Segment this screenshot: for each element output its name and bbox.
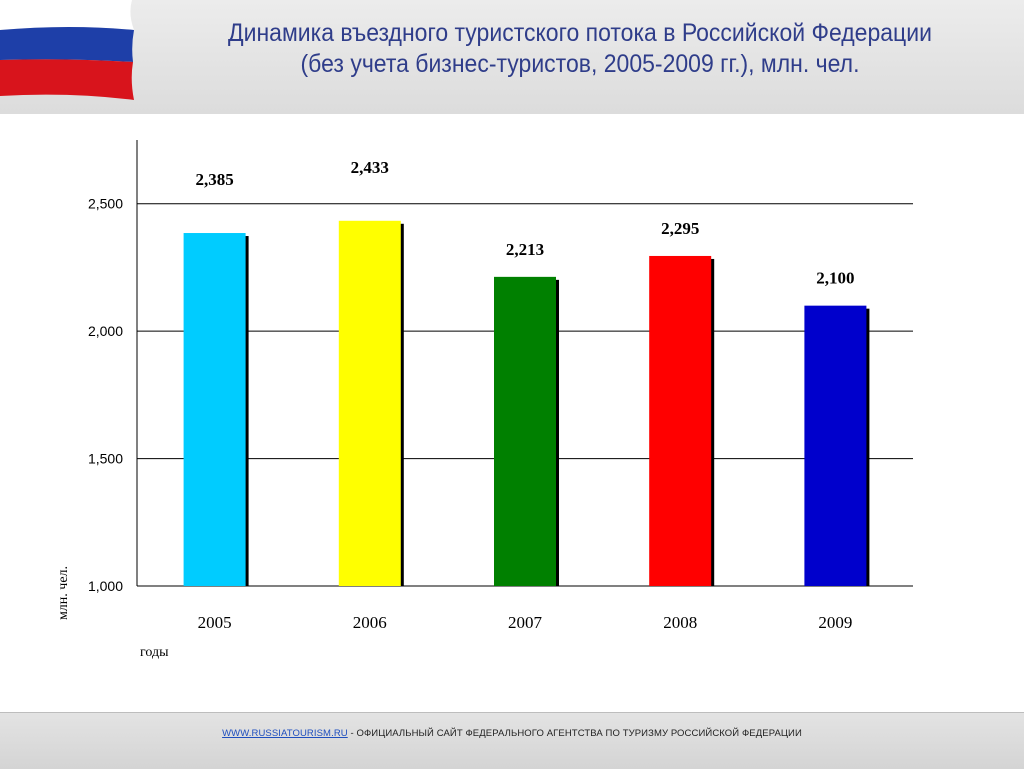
x-axis-title: годы [140, 645, 169, 660]
bar-chart: 1,000 1,500 2,000 2,500 2,385 2005 2,433 2006 2,… [56, 140, 913, 660]
bar [804, 305, 867, 586]
header-bar: Динамика въездного туристского потока в … [0, 0, 1024, 114]
bar [338, 220, 401, 586]
bar-value-label: 2,433 [351, 158, 389, 177]
title-line-1: Динамика въездного туристского потока в … [228, 19, 932, 47]
footer-text: WWW.RUSSIATOURISM.RU - ОФИЦИАЛЬНЫЙ САЙТ … [0, 728, 1024, 739]
footer-site-link[interactable]: WWW.RUSSIATOURISM.RU [222, 728, 348, 739]
x-tick-label: 2009 [818, 613, 852, 632]
y-axis-title: млн. чел. [56, 566, 71, 620]
y-tick-label: 2,500 [88, 196, 123, 212]
flag-white-stripe [0, 0, 134, 30]
y-tick-label: 1,000 [88, 578, 123, 594]
bar-value-label: 2,100 [816, 269, 854, 288]
bar-value-label: 2,295 [661, 219, 699, 238]
title-line-2: (без учета бизнес-туристов, 2005-2009 гг… [300, 50, 860, 78]
y-tick-label: 1,500 [88, 451, 123, 467]
x-tick-label: 2008 [663, 613, 697, 632]
x-tick-label: 2005 [198, 613, 232, 632]
footer-description: - ОФИЦИАЛЬНЫЙ САЙТ ФЕДЕРАЛЬНОГО АГЕНТСТВ… [347, 728, 802, 739]
x-tick-label: 2006 [353, 613, 387, 632]
russian-flag-icon [0, 0, 134, 100]
footer-bar: WWW.RUSSIATOURISM.RU - ОФИЦИАЛЬНЫЙ САЙТ … [0, 712, 1024, 769]
bar-value-label: 2,385 [195, 170, 233, 189]
x-tick-label: 2007 [508, 613, 543, 632]
bar [649, 255, 712, 586]
flag-red-stripe [0, 59, 134, 100]
page-title: Динамика въездного туристского потока в … [184, 18, 975, 80]
y-tick-label: 2,000 [88, 323, 123, 339]
bar [494, 276, 556, 586]
flag-blue-stripe [0, 27, 134, 62]
bar-value-label: 2,213 [506, 240, 544, 259]
bar [183, 233, 246, 586]
